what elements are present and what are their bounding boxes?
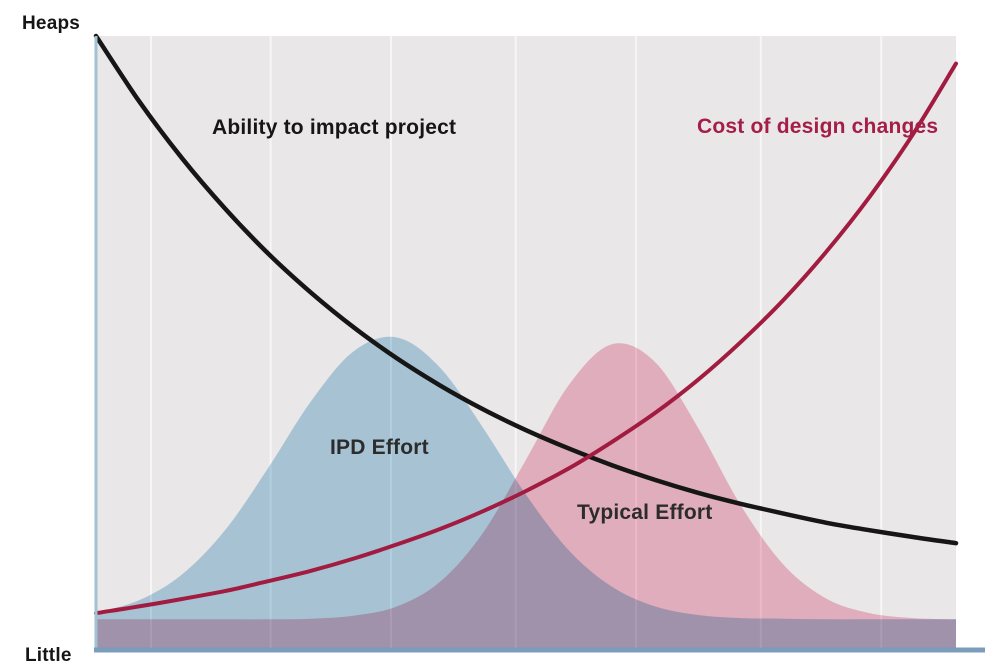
annotation-ipd-effort: IPD Effort [330, 436, 429, 459]
annotation-typical-effort: Typical Effort [577, 501, 713, 524]
y-axis-bottom-label: Little [25, 645, 72, 666]
annotation-cost-of-design-changes: Cost of design changes [697, 115, 939, 138]
y-axis-top-label: Heaps [22, 13, 81, 34]
annotation-ability-to-impact-project: Ability to impact project [212, 116, 457, 139]
